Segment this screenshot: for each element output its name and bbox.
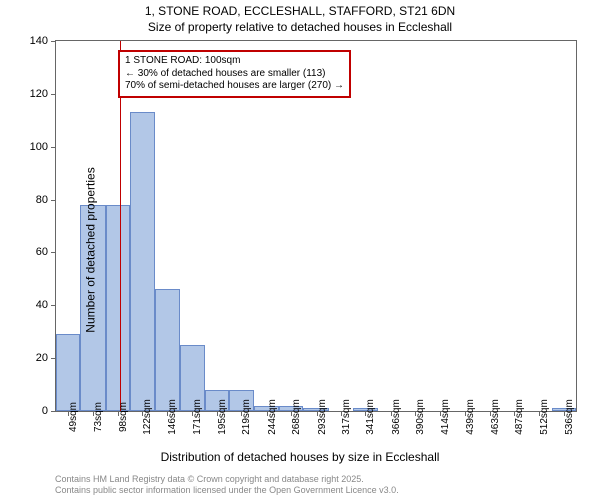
y-tick-label: 140 xyxy=(30,35,48,47)
y-tick xyxy=(51,41,56,42)
annotation-line3: 70% of semi-detached houses are larger (… xyxy=(125,80,344,93)
x-tick-label: 366sqm xyxy=(391,399,402,435)
x-tick-label: 317sqm xyxy=(341,399,352,435)
x-tick-label: 463sqm xyxy=(490,399,501,435)
chart-container: 1, STONE ROAD, ECCLESHALL, STAFFORD, ST2… xyxy=(0,0,600,500)
y-tick-label: 0 xyxy=(42,405,48,417)
x-tick-label: 341sqm xyxy=(365,399,376,435)
chart-subtitle: Size of property relative to detached ho… xyxy=(0,20,600,34)
y-tick xyxy=(51,252,56,253)
y-tick-label: 20 xyxy=(36,352,48,364)
x-tick-label: 171sqm xyxy=(192,399,203,435)
histogram-bar xyxy=(130,112,154,411)
footer-line1: Contains HM Land Registry data © Crown c… xyxy=(55,474,399,486)
y-tick xyxy=(51,94,56,95)
y-tick xyxy=(51,411,56,412)
x-axis-label: Distribution of detached houses by size … xyxy=(0,450,600,464)
y-tick xyxy=(51,305,56,306)
histogram-bar xyxy=(106,205,130,411)
x-tick-label: 195sqm xyxy=(217,399,228,435)
histogram-bar xyxy=(155,289,180,411)
y-tick-label: 80 xyxy=(36,194,48,206)
x-tick-label: 536sqm xyxy=(564,399,575,435)
x-tick-label: 98sqm xyxy=(118,402,129,432)
footer-line2: Contains public sector information licen… xyxy=(55,485,399,497)
x-tick-label: 49sqm xyxy=(68,402,79,432)
x-tick-label: 122sqm xyxy=(142,399,153,435)
x-tick-label: 439sqm xyxy=(465,399,476,435)
y-tick xyxy=(51,358,56,359)
annotation-box: 1 STONE ROAD: 100sqm ← 30% of detached h… xyxy=(118,50,351,98)
footer: Contains HM Land Registry data © Crown c… xyxy=(55,474,399,497)
x-tick-label: 293sqm xyxy=(317,399,328,435)
x-tick-label: 414sqm xyxy=(440,399,451,435)
y-tick xyxy=(51,147,56,148)
chart-title: 1, STONE ROAD, ECCLESHALL, STAFFORD, ST2… xyxy=(0,4,600,18)
plot-area: 1 STONE ROAD: 100sqm ← 30% of detached h… xyxy=(55,40,577,412)
annotation-line2: ← 30% of detached houses are smaller (11… xyxy=(125,68,344,81)
y-tick-label: 100 xyxy=(30,141,48,153)
annotation-line1: 1 STONE ROAD: 100sqm xyxy=(125,55,344,68)
x-tick-label: 146sqm xyxy=(167,399,178,435)
y-tick-label: 40 xyxy=(36,299,48,311)
x-tick-label: 73sqm xyxy=(93,402,104,432)
y-tick-label: 60 xyxy=(36,246,48,258)
y-tick-label: 120 xyxy=(30,88,48,100)
x-tick-label: 219sqm xyxy=(241,399,252,435)
y-tick xyxy=(51,200,56,201)
x-tick-label: 268sqm xyxy=(291,399,302,435)
x-tick-label: 487sqm xyxy=(514,399,525,435)
histogram-bar xyxy=(56,334,80,411)
x-tick-label: 390sqm xyxy=(415,399,426,435)
y-axis-label: Number of detached properties xyxy=(84,167,98,332)
x-tick-label: 244sqm xyxy=(267,399,278,435)
x-tick-label: 512sqm xyxy=(539,399,550,435)
